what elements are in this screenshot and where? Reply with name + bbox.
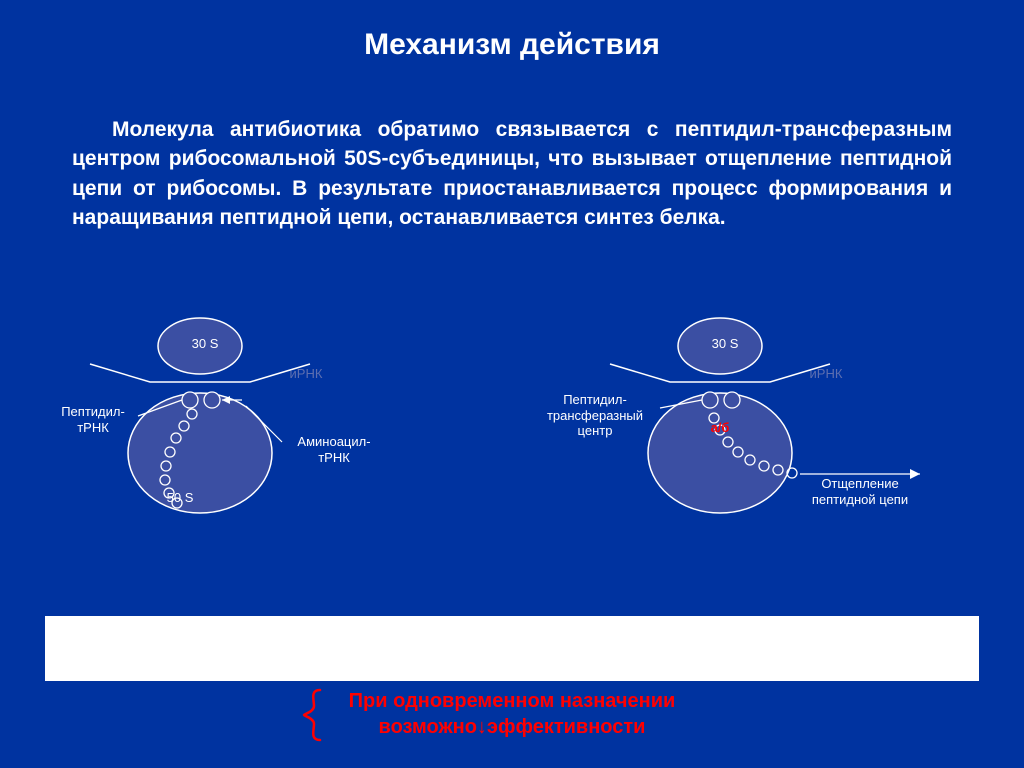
callout-text: При одновременном назначении возможно↓эф… <box>0 688 1024 740</box>
left-aminoacyl-trna-label: Аминоацил- тРНК <box>284 434 384 465</box>
callout-line-1: При одновременном назначении <box>349 690 676 712</box>
description-paragraph: Молекула антибиотика обратимо связываетс… <box>72 115 952 233</box>
label-text: Пептидил- трансферазный центр <box>547 392 643 438</box>
page-title: Механизм действия <box>0 28 1024 62</box>
left-50s-label: 50 S <box>160 490 200 506</box>
right-mrna-label: иРНК <box>796 366 856 382</box>
left-mrna-label: иРНК <box>276 366 336 382</box>
white-strip <box>45 616 979 681</box>
label-text: Отщепление пептидной цепи <box>812 476 908 507</box>
right-ab-label: а/б <box>700 420 740 436</box>
label-text: Аминоацил- тРНК <box>297 434 370 465</box>
right-cleave-label: Отщепление пептидной цепи <box>790 476 930 507</box>
right-ptc-label: Пептидил- трансферазный центр <box>530 392 660 439</box>
paragraph-text: Молекула антибиотика обратимо связываетс… <box>72 118 952 229</box>
left-peptidyl-trna-label: Пептидил- тРНК <box>50 404 136 435</box>
ribosome-diagram <box>0 308 1024 578</box>
diagram-area: 30 S 50 S иРНК Пептидил- тРНК Аминоацил-… <box>0 308 1024 578</box>
right-30s-label: 30 S <box>705 336 745 352</box>
left-30s-label: 30 S <box>185 336 225 352</box>
callout-line-2: возможно↓эффективности <box>379 716 646 738</box>
label-text: Пептидил- тРНК <box>61 404 125 435</box>
